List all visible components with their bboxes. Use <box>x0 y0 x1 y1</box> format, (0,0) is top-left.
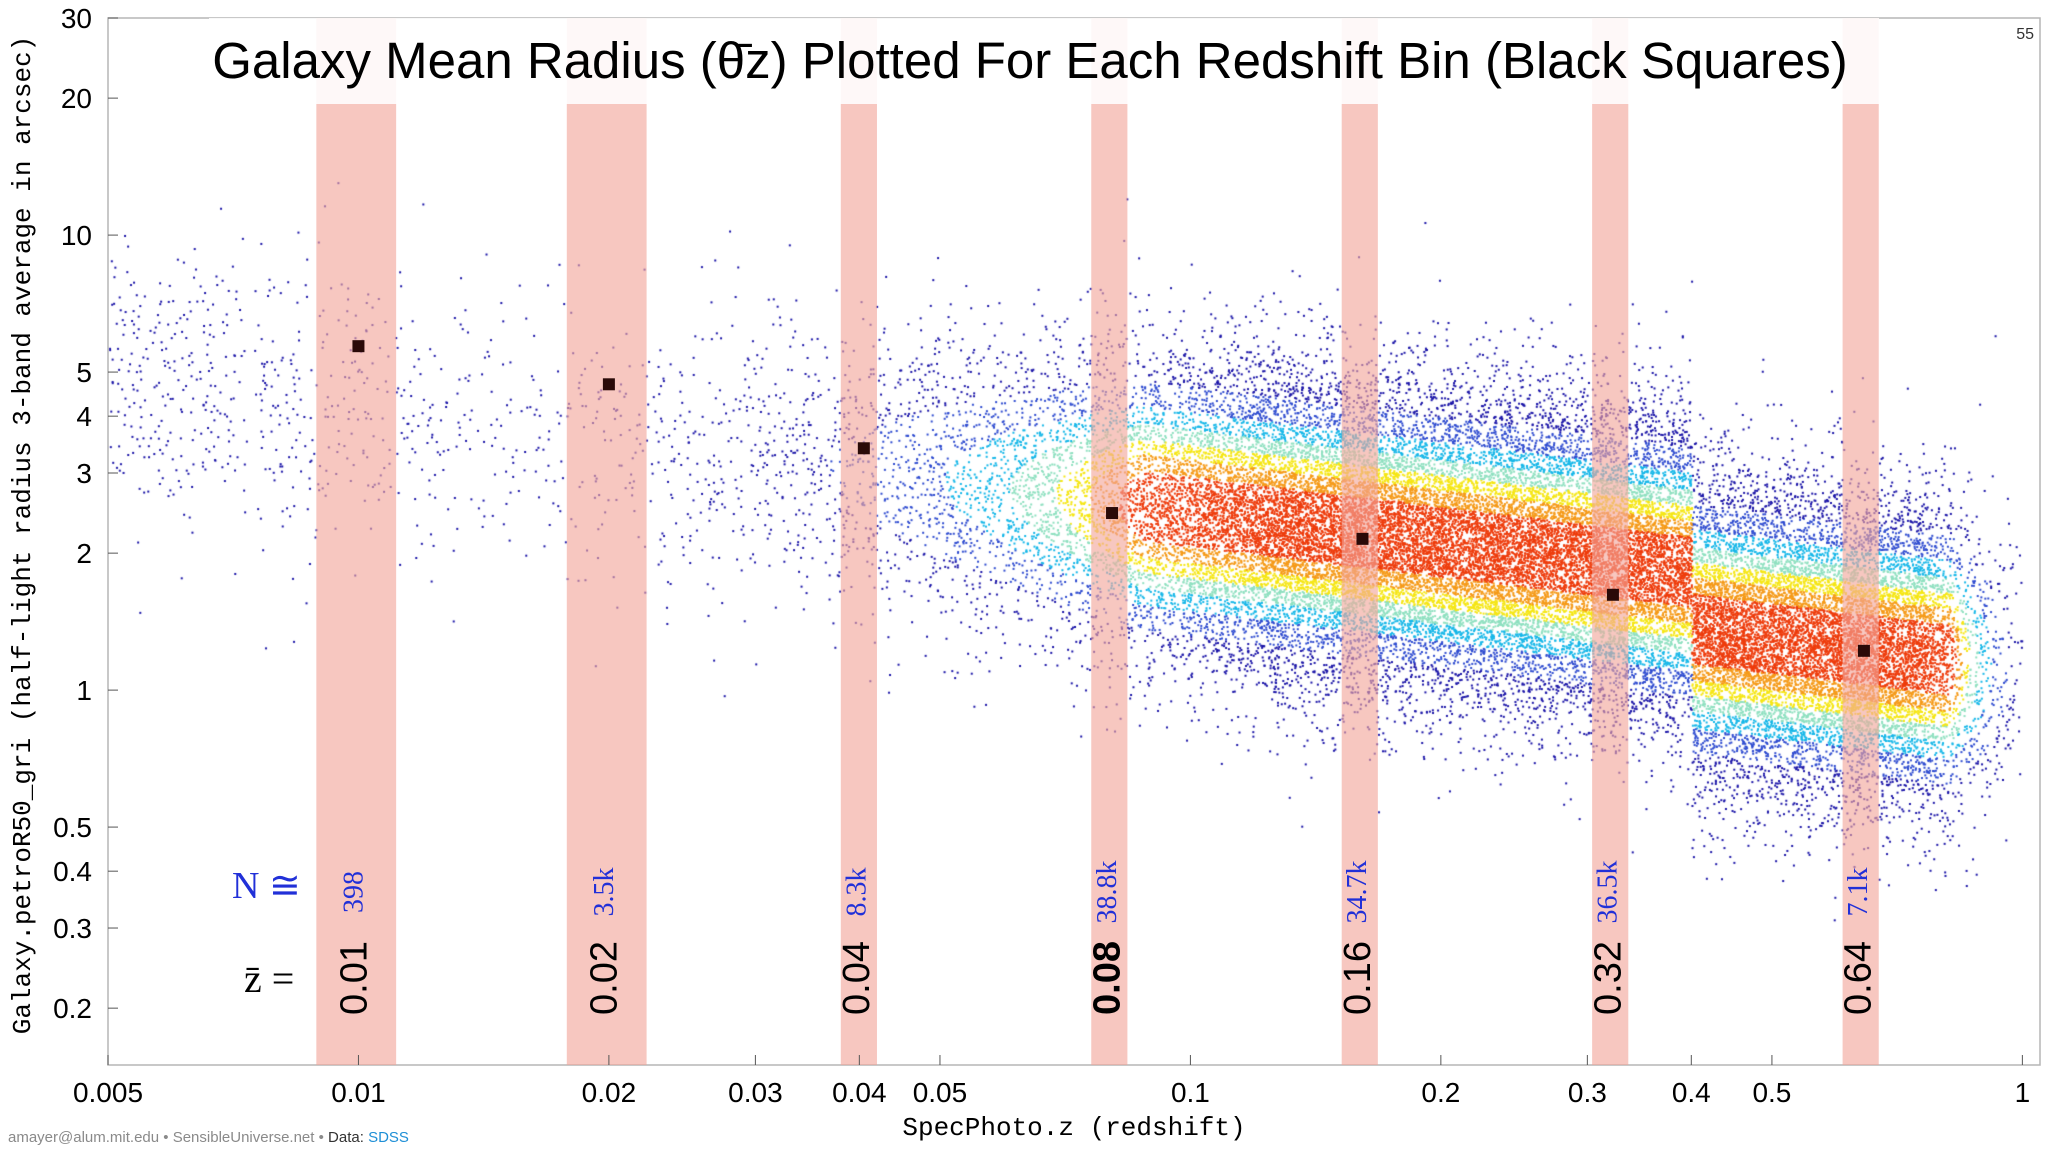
x-tick-label-8: 0.3 <box>1568 1077 1607 1108</box>
mean-marker-6 <box>1857 644 1870 657</box>
y-tick-label-1: 0.3 <box>53 913 92 944</box>
chart-title: Galaxy Mean Radius (θ̄z) Plotted For Eac… <box>212 32 1848 89</box>
bin-count-label-6: 7.1k <box>1843 868 1874 917</box>
footer-credit: amayer@alum.mit.edu • SensibleUniverse.n… <box>8 1129 409 1146</box>
x-tick-label-0: 0.005 <box>73 1077 143 1108</box>
redshift-bin-bands <box>316 18 1879 1065</box>
x-tick-label-9: 0.4 <box>1672 1077 1711 1108</box>
footer-credit-text: amayer@alum.mit.edu • SensibleUniverse.n… <box>8 1129 329 1146</box>
y-axis-ticks: 0.2 0.3 0.4 0.5 1 2 3 4 5 10 20 30 <box>53 3 118 1024</box>
bin-band-6 <box>1842 18 1879 1065</box>
y-tick-label-11: 30 <box>61 3 92 34</box>
mean-radius-markers <box>352 340 1870 657</box>
mean-marker-0 <box>352 340 365 353</box>
x-axis-label: SpecPhoto.z (redshift) <box>902 1113 1245 1143</box>
bin-z-label-3: 0.08 <box>1086 941 1128 1015</box>
z-prefix-label: z̄ = <box>244 956 294 1001</box>
mean-marker-1 <box>602 378 615 391</box>
y-tick-label-9: 10 <box>61 220 92 251</box>
bin-count-label-4: 34.7k <box>1342 861 1373 924</box>
page-number: 55 <box>2016 26 2034 43</box>
x-tick-label-10: 0.5 <box>1752 1077 1791 1108</box>
bin-band-2 <box>840 18 877 1065</box>
bin-count-label-3: 38.8k <box>1092 861 1123 924</box>
y-tick-label-3: 0.5 <box>53 812 92 843</box>
y-tick-label-4: 1 <box>76 675 92 706</box>
bin-count-label-5: 36.5k <box>1593 861 1624 924</box>
x-tick-label-5: 0.05 <box>913 1077 968 1108</box>
bin-z-label-1: 0.02 <box>584 941 626 1015</box>
y-tick-label-0: 0.2 <box>53 993 92 1024</box>
x-tick-label-2: 0.02 <box>582 1077 637 1108</box>
y-tick-label-5: 2 <box>76 538 92 569</box>
x-tick-label-3: 0.03 <box>728 1077 783 1108</box>
bin-band-3 <box>1091 18 1128 1065</box>
density-image <box>108 18 2040 1065</box>
y-tick-label-10: 20 <box>61 83 92 114</box>
mean-marker-5 <box>1606 588 1619 601</box>
bin-z-label-5: 0.32 <box>1587 941 1629 1015</box>
bin-count-label-2: 8.3k <box>841 868 872 917</box>
title-backdrop <box>209 18 1879 104</box>
bin-count-label-1: 3.5k <box>589 868 620 917</box>
n-prefix-label: N ≅ <box>232 865 301 907</box>
y-tick-label-6: 3 <box>76 458 92 489</box>
y-axis-label: Galaxy.petroR50_gri (half-light radius 3… <box>8 36 38 1035</box>
footer-data-label: Data: <box>328 1129 369 1146</box>
bin-z-label-2: 0.04 <box>836 941 878 1015</box>
density-point-cloud <box>108 18 2040 1065</box>
footer-data-source-link[interactable]: SDSS <box>368 1129 409 1146</box>
mean-marker-2 <box>857 442 870 455</box>
bin-count-label-0: 398 <box>339 871 370 913</box>
x-tick-label-7: 0.2 <box>1421 1077 1460 1108</box>
x-tick-label-11: 1 <box>2015 1077 2031 1108</box>
x-tick-label-1: 0.01 <box>331 1077 386 1108</box>
y-tick-label-8: 5 <box>76 357 92 388</box>
x-axis-ticks: 0.005 0.01 0.02 0.03 0.04 0.05 0.1 0.2 0.3 0.4 0.5… <box>73 1055 2030 1108</box>
x-tick-label-4: 0.04 <box>832 1077 887 1108</box>
bin-band-5 <box>1592 18 1629 1065</box>
y-tick-label-7: 4 <box>76 401 92 432</box>
y-tick-label-2: 0.4 <box>53 856 92 887</box>
bin-labels: 398 0.01 3.5k 0.02 8.3k 0.04 38.8k 0.08 34.7k 0.1… <box>333 861 1879 1015</box>
bin-z-label-0: 0.01 <box>333 941 375 1015</box>
bin-z-label-4: 0.16 <box>1337 941 1379 1015</box>
bin-band-0 <box>316 18 397 1065</box>
x-tick-label-6: 0.1 <box>1171 1077 1210 1108</box>
bin-band-1 <box>566 18 647 1065</box>
mean-marker-4 <box>1356 532 1369 545</box>
mean-marker-3 <box>1106 507 1119 520</box>
bin-z-label-6: 0.64 <box>1838 941 1880 1015</box>
